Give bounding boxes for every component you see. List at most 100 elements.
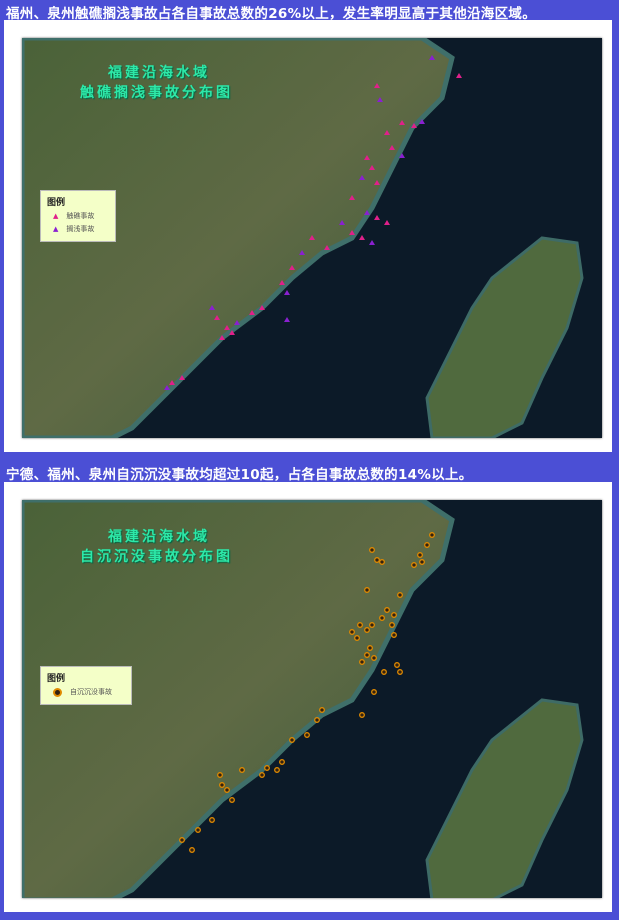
- accident-marker-circle[interactable]: [364, 627, 370, 633]
- accident-marker-triangle[interactable]: [399, 153, 405, 158]
- accident-marker-triangle[interactable]: [229, 330, 235, 335]
- basemap: [22, 38, 584, 438]
- accident-marker-triangle[interactable]: [364, 155, 370, 160]
- accident-marker-triangle[interactable]: [374, 180, 380, 185]
- accident-marker-circle[interactable]: [397, 669, 403, 675]
- accident-marker-triangle[interactable]: [164, 385, 170, 390]
- accident-marker-circle[interactable]: [364, 652, 370, 658]
- accident-marker-triangle[interactable]: [219, 335, 225, 340]
- accident-marker-circle[interactable]: [349, 629, 355, 635]
- accident-marker-circle[interactable]: [371, 689, 377, 695]
- accident-marker-circle[interactable]: [219, 782, 225, 788]
- accident-marker-circle[interactable]: [384, 607, 390, 613]
- accident-marker-triangle[interactable]: [179, 375, 185, 380]
- accident-marker-circle[interactable]: [369, 622, 375, 628]
- accident-marker-triangle[interactable]: [169, 380, 175, 385]
- accident-marker-triangle[interactable]: [299, 250, 305, 255]
- accident-marker-circle[interactable]: [391, 612, 397, 618]
- accident-marker-circle[interactable]: [359, 659, 365, 665]
- legend-title: 图例: [47, 674, 66, 684]
- accident-marker-triangle[interactable]: [209, 305, 215, 310]
- accident-marker-circle[interactable]: [381, 669, 387, 675]
- accident-marker-triangle[interactable]: [289, 265, 295, 270]
- accident-marker-circle[interactable]: [391, 632, 397, 638]
- accident-marker-circle[interactable]: [304, 732, 310, 738]
- accident-marker-triangle[interactable]: [369, 165, 375, 170]
- map-panel-2: 福建沿海水域 自沉沉没事故分布图 图例 自沉沉没事故: [4, 482, 612, 912]
- accident-marker-circle[interactable]: [314, 717, 320, 723]
- accident-marker-circle[interactable]: [239, 767, 245, 773]
- accident-marker-triangle[interactable]: [349, 230, 355, 235]
- accident-marker-triangle[interactable]: [399, 120, 405, 125]
- accident-marker-circle[interactable]: [411, 562, 417, 568]
- accident-marker-triangle[interactable]: [374, 83, 380, 88]
- accident-marker-circle[interactable]: [189, 847, 195, 853]
- accident-marker-triangle[interactable]: [419, 119, 425, 124]
- accident-marker-triangle[interactable]: [349, 195, 355, 200]
- accident-marker-triangle[interactable]: [429, 55, 435, 60]
- accident-marker-triangle[interactable]: [234, 320, 240, 325]
- accident-marker-triangle[interactable]: [369, 240, 375, 245]
- accident-marker-circle[interactable]: [394, 662, 400, 668]
- accident-marker-triangle[interactable]: [214, 315, 220, 320]
- accident-marker-triangle[interactable]: [411, 123, 417, 128]
- triangle-icon: ▲: [53, 212, 59, 220]
- accident-marker-circle[interactable]: [424, 542, 430, 548]
- accident-marker-circle[interactable]: [259, 772, 265, 778]
- accident-marker-triangle[interactable]: [359, 175, 365, 180]
- accident-marker-circle[interactable]: [374, 557, 380, 563]
- accident-marker-triangle[interactable]: [374, 215, 380, 220]
- accident-marker-circle[interactable]: [279, 759, 285, 765]
- accident-marker-triangle[interactable]: [279, 280, 285, 285]
- accident-marker-circle[interactable]: [354, 635, 360, 641]
- map-title-line2: 自沉沉没事故分布图: [80, 549, 233, 565]
- legend-label: 搁浅事故: [66, 225, 95, 233]
- accident-marker-triangle[interactable]: [309, 235, 315, 240]
- accident-marker-triangle[interactable]: [377, 97, 383, 102]
- accident-marker-circle[interactable]: [229, 797, 235, 803]
- accident-marker-triangle[interactable]: [284, 317, 290, 322]
- accident-marker-circle[interactable]: [274, 767, 280, 773]
- accident-marker-circle[interactable]: [217, 772, 223, 778]
- map-grounding-reef[interactable]: 福建沿海水域 触礁搁浅事故分布图 图例 ▲ 触礁事故 ▲ 搁浅事故: [22, 38, 602, 438]
- accident-marker-circle[interactable]: [371, 655, 377, 661]
- accident-marker-triangle[interactable]: [284, 290, 290, 295]
- accident-marker-circle[interactable]: [367, 645, 373, 651]
- accident-marker-triangle[interactable]: [324, 245, 330, 250]
- accident-marker-circle[interactable]: [419, 559, 425, 565]
- map-sinking[interactable]: 福建沿海水域 自沉沉没事故分布图 图例 自沉沉没事故: [22, 500, 602, 898]
- accident-marker-triangle[interactable]: [384, 130, 390, 135]
- accident-marker-circle[interactable]: [195, 827, 201, 833]
- basemap: [22, 500, 584, 898]
- accident-marker-circle[interactable]: [397, 592, 403, 598]
- map-title-line1: 福建沿海水域: [108, 529, 210, 545]
- accident-marker-circle[interactable]: [364, 587, 370, 593]
- accident-marker-circle[interactable]: [389, 622, 395, 628]
- accident-marker-circle[interactable]: [179, 837, 185, 843]
- accident-marker-circle[interactable]: [369, 547, 375, 553]
- accident-marker-triangle[interactable]: [359, 235, 365, 240]
- accident-marker-circle[interactable]: [379, 615, 385, 621]
- accident-marker-circle[interactable]: [379, 559, 385, 565]
- accident-marker-triangle[interactable]: [364, 210, 370, 215]
- map-title-line1: 福建沿海水域: [108, 65, 210, 81]
- accident-marker-triangle[interactable]: [339, 220, 345, 225]
- accident-marker-circle[interactable]: [359, 712, 365, 718]
- accident-marker-circle[interactable]: [289, 737, 295, 743]
- accident-marker-circle[interactable]: [357, 622, 363, 628]
- legend: 图例 自沉沉没事故: [40, 666, 132, 705]
- accident-marker-triangle[interactable]: [456, 73, 462, 78]
- accident-marker-circle[interactable]: [319, 707, 325, 713]
- accident-marker-triangle[interactable]: [259, 305, 265, 310]
- accident-marker-triangle[interactable]: [224, 325, 230, 330]
- accident-marker-circle[interactable]: [429, 532, 435, 538]
- accident-marker-triangle[interactable]: [249, 310, 255, 315]
- accident-marker-circle[interactable]: [264, 765, 270, 771]
- accident-marker-triangle[interactable]: [384, 220, 390, 225]
- accident-marker-triangle[interactable]: [389, 145, 395, 150]
- accident-marker-circle[interactable]: [209, 817, 215, 823]
- accident-marker-circle[interactable]: [224, 787, 230, 793]
- section-1-heading: 福州、泉州触礁搁浅事故占各自事故总数的26%以上，发生率明显高于其他沿海区域。: [6, 6, 537, 22]
- mainland: [22, 38, 455, 438]
- accident-marker-circle[interactable]: [417, 552, 423, 558]
